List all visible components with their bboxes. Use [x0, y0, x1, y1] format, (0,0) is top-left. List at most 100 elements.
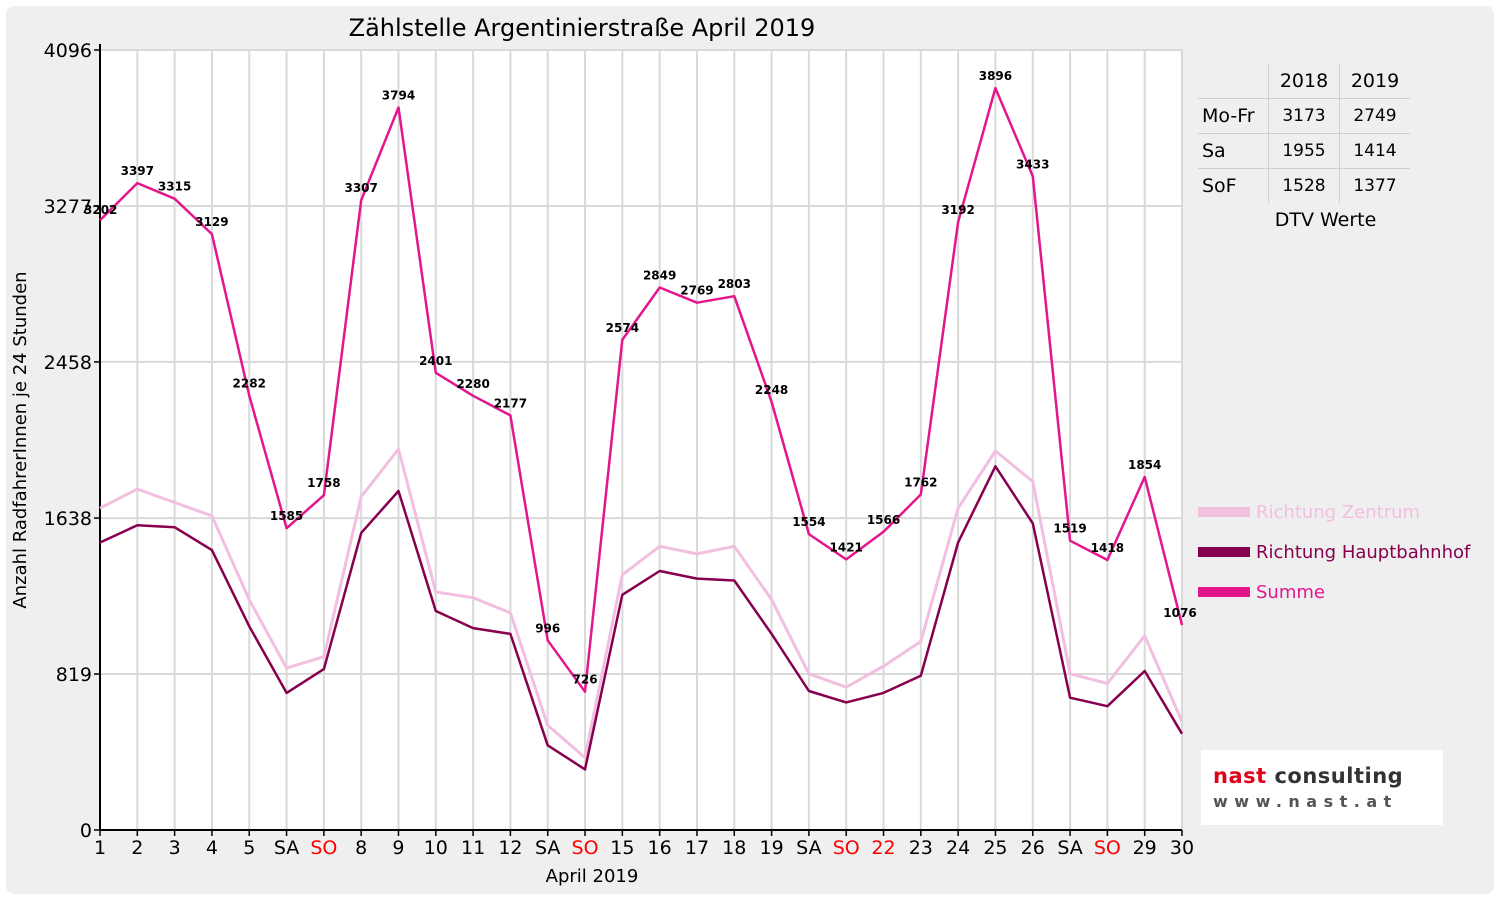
data-label: 3129 — [195, 215, 228, 229]
y-tick-labels: 0 819 1638 2458 3277 4096 — [44, 40, 92, 842]
dtv-row-label: Mo-Fr — [1198, 98, 1269, 134]
series-line-1 — [99, 447, 1184, 760]
x-tick-label: 23 — [909, 837, 933, 859]
legend-swatch — [1198, 507, 1250, 517]
legend-item-summe: Summe — [1198, 572, 1470, 612]
data-label: 2401 — [419, 354, 452, 368]
legend-label: Richtung Zentrum — [1256, 501, 1421, 523]
logo-word-consulting: consulting — [1274, 764, 1404, 788]
x-tick-label: 4 — [206, 837, 218, 859]
x-tick-label: 12 — [498, 837, 522, 859]
dtv-col-2019: 2019 — [1339, 64, 1410, 99]
data-label: 2803 — [718, 277, 751, 291]
series-line-3 — [99, 86, 1184, 693]
x-tick-label: 1 — [94, 837, 106, 859]
plot-area — [100, 50, 1182, 830]
y-tick-label: 0 — [80, 820, 92, 842]
dtv-col-2018: 2018 — [1268, 64, 1340, 99]
y-axis-label: Anzahl RadfahrerInnen je 24 Stunden — [10, 271, 31, 608]
x-tick-label: 25 — [983, 837, 1007, 859]
data-label: 726 — [573, 673, 598, 687]
x-tick-label: 19 — [759, 837, 783, 859]
x-tick-label: 30 — [1170, 837, 1194, 859]
axes — [94, 44, 1183, 836]
x-tick-label: 8 — [355, 837, 367, 859]
legend-swatch — [1198, 547, 1250, 557]
chart-title: Zählstelle Argentinierstraße April 2019 — [349, 14, 816, 42]
data-label: 3192 — [941, 203, 974, 217]
y-tick-label: 3277 — [44, 196, 92, 218]
x-tick-label: 17 — [685, 837, 709, 859]
data-label: 1762 — [904, 475, 937, 489]
data-label: 1519 — [1053, 522, 1086, 536]
x-tick-label: 16 — [648, 837, 672, 859]
dtv-cell: 1528 — [1268, 168, 1340, 203]
legend-item-zentrum: Richtung Zentrum — [1198, 492, 1470, 532]
series-lines — [99, 86, 1184, 771]
dtv-caption: DTV Werte — [1274, 209, 1377, 231]
legend-item-hauptbahnhof: Richtung Hauptbahnhof — [1198, 532, 1470, 572]
data-label: 2769 — [680, 284, 713, 298]
data-label: 2177 — [494, 396, 527, 410]
x-tick-labels: 1 2 3 4 5 SA SO 8 9 10 11 12 SA SO 15 16 17 18 19 SA SO 22 23 2… — [94, 837, 1194, 859]
x-tick-label: 10 — [424, 837, 448, 859]
data-label: 2574 — [606, 321, 639, 335]
dtv-cell: 3173 — [1268, 98, 1340, 134]
y-tick-label: 2458 — [44, 352, 92, 374]
data-label: 3202 — [84, 203, 117, 217]
series-line-2 — [99, 465, 1184, 771]
x-tick-label: SA — [274, 837, 299, 859]
data-label: 1421 — [830, 540, 863, 554]
dtv-table: 2018 2019 Mo-Fr 3173 2749 Sa 1955 1414 S… — [1198, 64, 1413, 231]
y-tick-label: 4096 — [44, 40, 92, 62]
legend: Richtung Zentrum Richtung Hauptbahnhof S… — [1198, 492, 1470, 612]
y-tick-label: 819 — [56, 664, 92, 686]
logo-url: www.nast.at — [1213, 792, 1398, 811]
data-label: 1418 — [1091, 541, 1124, 555]
y-tick-label: 1638 — [44, 508, 92, 530]
logo-wordmark: nast consulting — [1213, 764, 1403, 788]
data-label: 1566 — [867, 513, 900, 527]
data-label: 3307 — [344, 181, 377, 195]
data-label: 3315 — [158, 180, 191, 194]
dtv-row-label: SoF — [1202, 175, 1237, 197]
x-tick-label: 22 — [871, 837, 895, 859]
legend-label: Summe — [1256, 581, 1325, 603]
data-label: 996 — [535, 621, 560, 635]
data-label: 3794 — [382, 89, 415, 103]
x-tick-label: 9 — [392, 837, 404, 859]
dtv-cell: 1955 — [1268, 133, 1340, 169]
x-tick-label: SO — [1094, 837, 1121, 859]
x-tick-label: 15 — [610, 837, 634, 859]
x-tick-label: SA — [535, 837, 560, 859]
x-tick-label: 3 — [169, 837, 181, 859]
data-label: 2849 — [643, 268, 676, 282]
vertical-gridlines — [99, 50, 1183, 830]
x-tick-label: 11 — [461, 837, 485, 859]
x-tick-label: SA — [1057, 837, 1082, 859]
x-axis-label: April 2019 — [546, 866, 639, 887]
dtv-corner — [1198, 64, 1269, 99]
data-label: 1758 — [307, 476, 340, 490]
data-label: 1585 — [270, 509, 303, 523]
company-logo: nast consulting www.nast.at — [1201, 750, 1443, 825]
x-tick-label: 26 — [1021, 837, 1045, 859]
legend-swatch — [1198, 587, 1250, 597]
x-tick-label: 2 — [131, 837, 143, 859]
x-tick-label: 24 — [946, 837, 970, 859]
x-tick-label: SO — [310, 837, 337, 859]
data-label: 1854 — [1128, 458, 1161, 472]
data-label: 2282 — [233, 376, 266, 390]
x-tick-label: SA — [796, 837, 821, 859]
data-label: 2248 — [755, 383, 788, 397]
x-tick-label: 5 — [243, 837, 255, 859]
data-label: 1554 — [792, 515, 825, 529]
data-label: 2280 — [456, 377, 489, 391]
dtv-cell: 2749 — [1339, 98, 1410, 134]
x-tick-label: SO — [572, 837, 599, 859]
dtv-row-label: Sa — [1198, 133, 1269, 169]
logo-word-nast: nast — [1213, 764, 1267, 788]
x-tick-label: SO — [833, 837, 860, 859]
dtv-cell: 1377 — [1339, 168, 1410, 203]
